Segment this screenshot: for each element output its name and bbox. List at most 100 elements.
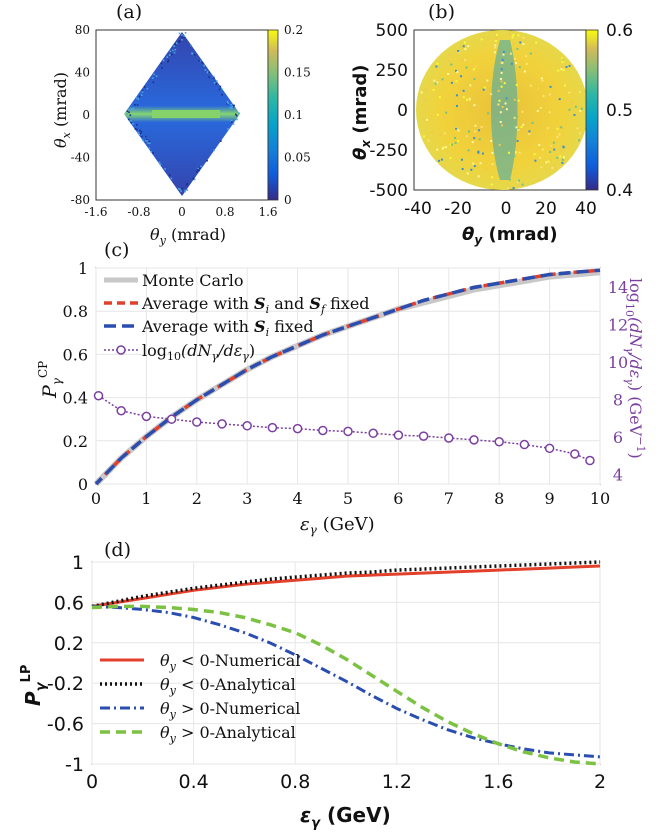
- panel-c-y2tick-label: 12: [608, 315, 628, 334]
- panel-b-speckle-dot: [501, 127, 504, 130]
- panel-b-speckle-dot: [535, 51, 538, 54]
- panel-a-speckle-dot: [166, 56, 169, 58]
- panel-b-speckle-dot: [478, 138, 481, 141]
- panel-b-speckle-dot: [513, 97, 516, 100]
- panel-a-speckle-dot: [146, 140, 149, 142]
- panel-a-speckle-dot: [153, 73, 155, 76]
- panel-b-speckle-dot: [549, 85, 552, 88]
- panel-a-speckle-dot: [196, 171, 198, 173]
- panel-a-speckle-dot: [227, 102, 229, 104]
- panel-c-y2tick-label: 6: [613, 428, 623, 447]
- panel-b-speckle-dot: [441, 147, 444, 150]
- panel-b-speckle-dot: [518, 66, 521, 69]
- panel-b-speckle-dot: [431, 131, 434, 134]
- panel-b-speckle-dot: [528, 133, 531, 136]
- panel-b-speckle-dot: [512, 42, 515, 45]
- panel-b-xtick-label: 40: [575, 199, 597, 219]
- panel-b-speckle-dot: [551, 166, 554, 169]
- panel-b-speckle-dot: [432, 88, 435, 91]
- panel-b-speckle-dot: [494, 46, 497, 49]
- legend-label-pos-numerical: θy > 0-Numerical: [160, 699, 300, 721]
- panel-a-speckle-dot: [170, 53, 173, 56]
- panel-a-speckle-dot: [140, 132, 142, 135]
- panel-b-speckle-dot: [438, 159, 441, 162]
- panel-c-y-ticks: 0 0.2 0.4 0.6 0.8 1: [63, 259, 88, 494]
- panel-a-speckle-dot: [226, 100, 229, 103]
- panel-a-speckle-dot: [129, 114, 132, 116]
- panel-a-speckle-dot: [175, 42, 178, 45]
- panel-b-speckle-dot: [480, 126, 483, 129]
- panel-a-speckle-dot: [206, 71, 209, 74]
- panel-b-speckle-dot: [454, 136, 457, 139]
- panel-b-speckle-dot: [563, 84, 566, 87]
- panel-b-speckle-dot: [525, 55, 528, 58]
- panel-a-speckle-dot: [135, 124, 138, 126]
- panel-b-speckle-dot: [494, 44, 497, 47]
- panel-a-speckle-dot: [160, 62, 163, 65]
- panel-a-speckle-dot: [198, 169, 200, 172]
- panel-b-speckle-dot: [513, 116, 516, 119]
- series-point-log-spectrum: [469, 435, 479, 445]
- panel-a-speckle-dot: [238, 112, 240, 115]
- panel-b-speckle-dot: [500, 80, 503, 83]
- panel-a-speckle-dot: [194, 53, 196, 56]
- panel-d-ytick-label: -0.2: [47, 673, 84, 695]
- panel-a-speckle-dot: [229, 106, 232, 109]
- panel-b-speckle-dot: [464, 48, 467, 51]
- legend-label-neg-analytical: θy < 0-Analytical: [160, 675, 296, 697]
- panel-c-xlabel: εγ (GeV): [300, 514, 375, 537]
- panel-a-speckle-dot: [152, 152, 154, 154]
- panel-a-speckle-dot: [200, 165, 202, 168]
- panel-b-speckle-dot: [478, 106, 481, 109]
- panel-b-speckle-dot: [522, 42, 525, 45]
- panel-b-xtick-label: 0: [501, 199, 512, 219]
- panel-b-speckle-dot: [522, 36, 525, 39]
- panel-b-speckle-dot: [519, 41, 522, 44]
- panel-a-speckle-dot: [230, 121, 233, 123]
- panel-a-speckle-dot: [127, 118, 130, 121]
- panel-b-speckle-dot: [482, 88, 485, 91]
- panel-a-xtick-label: -1.6: [84, 205, 107, 219]
- panel-b-speckle-dot: [448, 54, 451, 57]
- panel-a-xlabel: θy (mrad): [150, 225, 226, 247]
- panel-b-speckle-dot: [505, 108, 508, 111]
- series-line-avg-si: [94, 268, 601, 486]
- panel-b-speckle-dot: [543, 85, 546, 88]
- panel-b-speckle-dot: [545, 161, 548, 164]
- panel-b-colorbar-ticks: 0.6 0.5 0.4: [606, 21, 633, 201]
- panel-c-xtick-label: 10: [590, 489, 610, 508]
- panel-a-speckle-dot: [136, 128, 138, 131]
- panel-b-speckle-dot: [535, 41, 538, 44]
- panel-b-speckle-dot: [476, 107, 479, 110]
- panel-b-speckle-dot: [422, 135, 425, 138]
- panel-b-speckle-dot: [457, 129, 460, 132]
- panel-a-speckle-dot: [183, 36, 186, 38]
- panel-b-speckle-dot: [471, 141, 474, 144]
- panel-d-ytick-label: -0.6: [47, 714, 84, 736]
- panel-b-speckle-dot: [510, 62, 513, 65]
- panel-a-speckle-dot: [135, 97, 138, 99]
- panel-b-speckle-dot: [560, 149, 563, 152]
- panel-c-xtick-label: 5: [343, 489, 353, 508]
- panel-c-y2tick-label: 4: [613, 466, 623, 485]
- panel-a-speckle-dot: [137, 98, 139, 101]
- series-point-log-spectrum: [242, 421, 252, 431]
- panel-b-speckle-dot: [547, 160, 550, 163]
- panel-b-speckle-dot: [461, 58, 464, 61]
- panel-a-speckle-dot: [190, 44, 193, 47]
- series-point-log-spectrum: [292, 423, 303, 434]
- panel-c-series: [93, 268, 601, 487]
- series-point-log-spectrum: [494, 436, 504, 447]
- panel-b-speckle-dot: [494, 39, 497, 42]
- panel-a-speckle-dot: [138, 95, 141, 98]
- panel-b-speckle-dot: [490, 93, 493, 96]
- panel-b-speckle-dot: [493, 51, 496, 54]
- panel-a-speckle-dot: [235, 113, 237, 116]
- panel-b-speckle-dot: [507, 187, 510, 190]
- panel-b-speckle-dot: [482, 94, 485, 97]
- panel-d-xtick-label: 0: [86, 771, 98, 793]
- panel-b-speckle-dot: [467, 149, 470, 152]
- panel-b-speckle-dot: [538, 178, 541, 181]
- panel-b-speckle-dot: [501, 61, 504, 64]
